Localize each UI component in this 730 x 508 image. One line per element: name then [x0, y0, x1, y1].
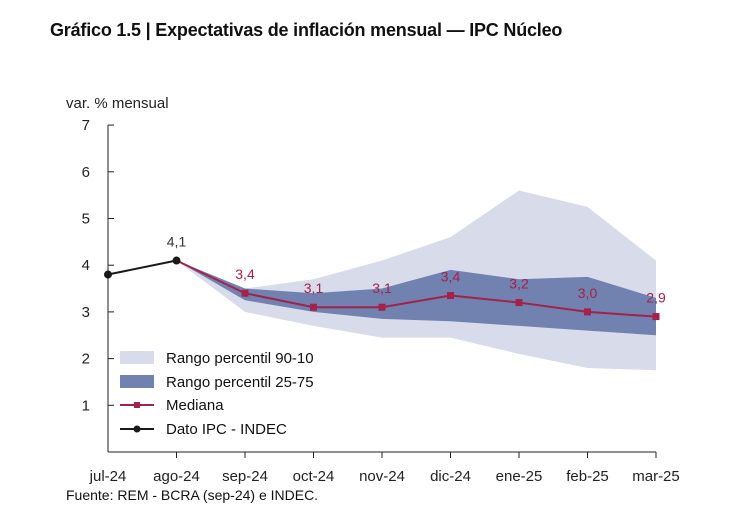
chart-title: Gráfico 1.5 | Expectativas de inflación …: [50, 20, 563, 40]
legend-label-mediana: Mediana: [166, 397, 224, 414]
y-tick-label: 2: [82, 351, 90, 368]
mediana-point: [310, 303, 317, 311]
y-tick-label: 5: [82, 211, 90, 228]
mediana-value-label: 3,4: [441, 269, 461, 285]
y-tick-label: 7: [82, 117, 90, 134]
legend-swatch-p90-10: [120, 351, 154, 364]
band-p25-75: [176, 260, 656, 336]
y-tick-label: 4: [82, 257, 90, 274]
x-tick-label: ene-25: [496, 468, 543, 485]
mediana-point: [447, 292, 454, 300]
x-tick-label: sep-24: [222, 468, 268, 485]
mediana-point: [652, 313, 660, 321]
x-tick-label: oct-24: [293, 468, 335, 485]
line-layer: [104, 256, 660, 321]
legend-swatch-p25-75: [120, 375, 154, 388]
mediana-value-label: 3,1: [304, 280, 324, 296]
source-note: Fuente: REM - BCRA (sep-24) e INDEC.: [66, 487, 319, 503]
indec-value-label: 4,1: [167, 234, 187, 250]
mediana-value-label: 3,2: [509, 276, 529, 292]
band-layer: [176, 190, 656, 371]
mediana-value-label: 3,0: [578, 285, 598, 301]
y-axis-title: var. % mensual: [66, 95, 169, 112]
legend-label-p90-10: Rango percentil 90-10: [166, 350, 314, 367]
x-tick-label: dic-24: [430, 468, 471, 485]
series-line-indec: [107, 259, 177, 276]
y-ticks: 1 2 3 4 5 6 7: [82, 117, 114, 414]
y-tick-label: 3: [82, 304, 90, 321]
mediana-point: [584, 308, 591, 316]
mediana-value-label: 3,4: [235, 266, 255, 282]
x-tick-label: nov-24: [359, 468, 405, 485]
legend-marker-indec: [133, 425, 141, 433]
x-ticks: jul-24 ago-24 sep-24 oct-24 nov-24 dic-24 ene-…: [89, 452, 680, 485]
indec-point: [172, 256, 181, 265]
x-tick-label: jul-24: [89, 468, 127, 485]
mediana-value-label: 2,9: [646, 290, 666, 306]
legend-marker-mediana: [134, 402, 140, 408]
legend-label-p25-75: Rango percentil 25-75: [166, 374, 314, 391]
series-line-mediana: [176, 259, 657, 318]
indec-point: [104, 270, 112, 279]
x-tick-label: feb-25: [566, 468, 609, 485]
mediana-point: [378, 303, 386, 311]
mediana-value-label: 3,1: [372, 280, 392, 296]
x-tick-label: mar-25: [632, 468, 680, 485]
y-tick-label: 6: [82, 164, 90, 181]
x-tick-label: ago-24: [153, 468, 200, 485]
mediana-point: [515, 299, 523, 307]
legend-label-indec: Dato IPC - INDEC: [166, 421, 287, 438]
y-tick-label: 1: [82, 397, 90, 414]
legend: Rango percentil 90-10 Rango percentil 25…: [120, 350, 314, 438]
data-labels: 3,4 3,1 3,1 3,4 3,2 3,0 2,9 4,1: [167, 234, 666, 306]
mediana-point: [241, 289, 249, 297]
